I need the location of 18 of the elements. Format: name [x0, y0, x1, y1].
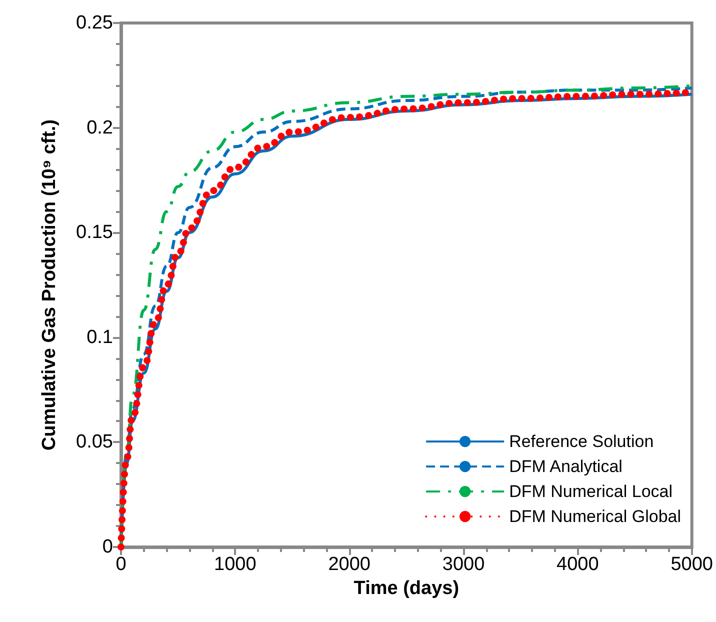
legend-label: DFM Numerical Local [509, 482, 673, 501]
x-tick-label: 1000 [214, 554, 256, 575]
y-tick-label: 0.1 [86, 326, 113, 348]
x-tick-label: 0 [116, 554, 126, 575]
legend-label: Reference Solution [509, 432, 654, 451]
y-tick-label: 0.15 [76, 222, 113, 244]
x-tick-label: 2000 [328, 554, 370, 575]
y-tick-label: 0.2 [86, 117, 113, 138]
y-tick-label: 0.05 [76, 432, 113, 453]
y-tick-label: 0 [102, 536, 113, 558]
x-tick-label: 4000 [556, 554, 599, 575]
y-axis-title: Cumulative Gas Production (10⁹ cft.) [39, 119, 60, 451]
legend-label: DFM Analytical [509, 457, 622, 476]
x-tick-label: 3000 [442, 554, 485, 575]
x-axis-title: Time (days) [354, 578, 460, 599]
x-tick-label: 5000 [670, 554, 714, 575]
legend-label: DFM Numerical Global [509, 507, 682, 526]
y-tick-label: 0.25 [76, 12, 113, 34]
